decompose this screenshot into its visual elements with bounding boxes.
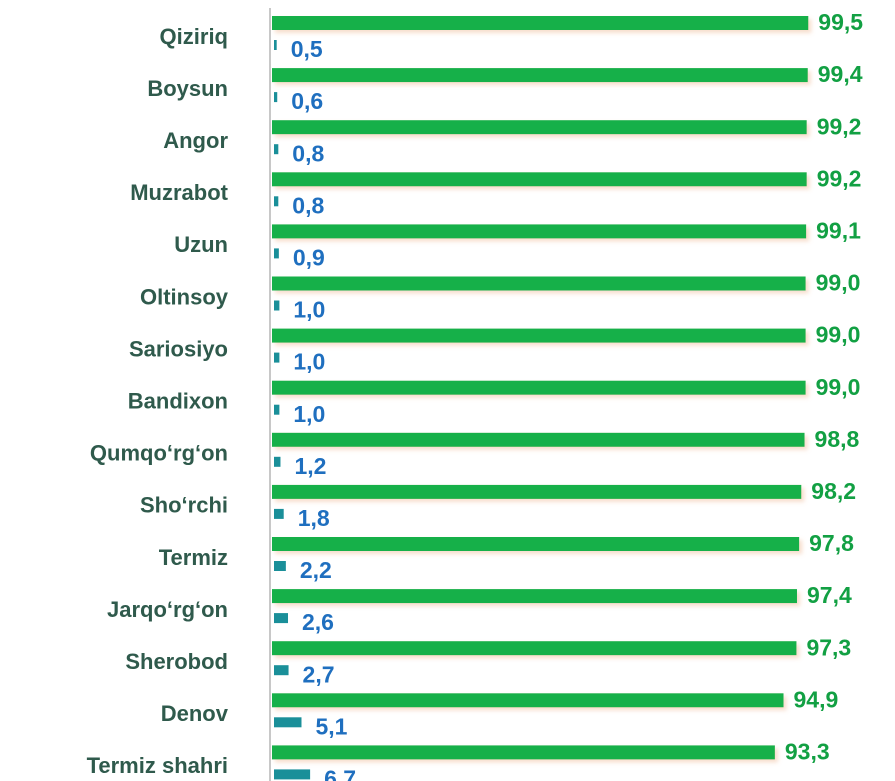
bar (274, 40, 277, 50)
value-label: 99,4 (818, 61, 863, 87)
value-label: 99,0 (816, 270, 861, 296)
value-label: 99,0 (816, 374, 861, 400)
value-label: 94,9 (794, 686, 839, 712)
bar (274, 665, 289, 676)
value-label: 1,0 (293, 297, 325, 323)
bar (274, 92, 278, 103)
value-label: 99,2 (817, 165, 862, 191)
value-label: 93,3 (785, 738, 830, 764)
category-label: Angor (163, 128, 228, 153)
bar (272, 484, 802, 499)
value-label: 99,1 (816, 217, 861, 243)
value-label: 5,1 (315, 713, 347, 739)
category-label: Qumqo‘rg‘on (90, 441, 228, 466)
category-label: Termiz (159, 545, 228, 570)
bar (274, 769, 311, 780)
bar (272, 328, 806, 343)
bar (272, 380, 806, 395)
bar (272, 589, 797, 604)
value-label: 0,9 (293, 244, 325, 270)
bar (274, 561, 286, 571)
value-label: 99,5 (818, 9, 863, 35)
value-label: 99,0 (816, 322, 861, 348)
value-label: 1,2 (294, 453, 326, 479)
value-label: 97,8 (809, 530, 854, 556)
bar (274, 196, 279, 207)
value-label: 1,8 (298, 505, 330, 531)
bar (272, 537, 800, 551)
bar (274, 456, 281, 467)
value-label: 6,7 (324, 765, 356, 781)
value-label: 2,2 (300, 557, 332, 583)
bar (274, 300, 280, 311)
value-label: 1,0 (293, 349, 325, 375)
bar (272, 745, 775, 760)
category-label: Oltinsoy (140, 284, 229, 309)
value-label: 98,2 (811, 478, 856, 504)
bar (272, 16, 809, 30)
category-label: Termiz shahri (87, 753, 228, 778)
bar (272, 120, 807, 135)
bar (272, 432, 805, 447)
value-label: 0,5 (291, 36, 323, 62)
value-label: 99,2 (817, 113, 862, 139)
bar (272, 641, 797, 656)
bar (272, 276, 806, 291)
category-label: Uzun (174, 232, 228, 257)
bar (274, 613, 289, 624)
value-label: 1,0 (293, 401, 325, 427)
bar (272, 224, 807, 239)
value-label: 0,6 (291, 88, 323, 114)
value-label: 97,4 (807, 582, 852, 608)
category-label: Sho‘rchi (140, 493, 228, 518)
bar (274, 352, 280, 363)
bar (274, 717, 302, 728)
category-label: Bandixon (128, 389, 228, 414)
bar (274, 404, 280, 415)
category-label: Qiziriq (160, 24, 228, 49)
value-label: 0,8 (292, 192, 324, 218)
bar (274, 248, 279, 259)
category-label: Denov (161, 701, 229, 726)
bar (272, 172, 807, 187)
value-label: 2,7 (303, 661, 335, 687)
value-label: 0,8 (292, 140, 324, 166)
category-label: Jarqo‘rg‘on (107, 597, 228, 622)
bar (274, 508, 284, 519)
value-label: 97,3 (806, 634, 851, 660)
category-label: Muzrabot (130, 180, 228, 205)
bar (272, 693, 784, 708)
category-label: Sariosiyo (129, 336, 228, 361)
bar (274, 144, 279, 155)
value-label: 98,8 (815, 426, 860, 452)
category-label: Boysun (147, 76, 228, 101)
bar (272, 68, 808, 83)
value-label: 2,6 (302, 609, 334, 635)
category-label: Sherobod (125, 649, 228, 674)
